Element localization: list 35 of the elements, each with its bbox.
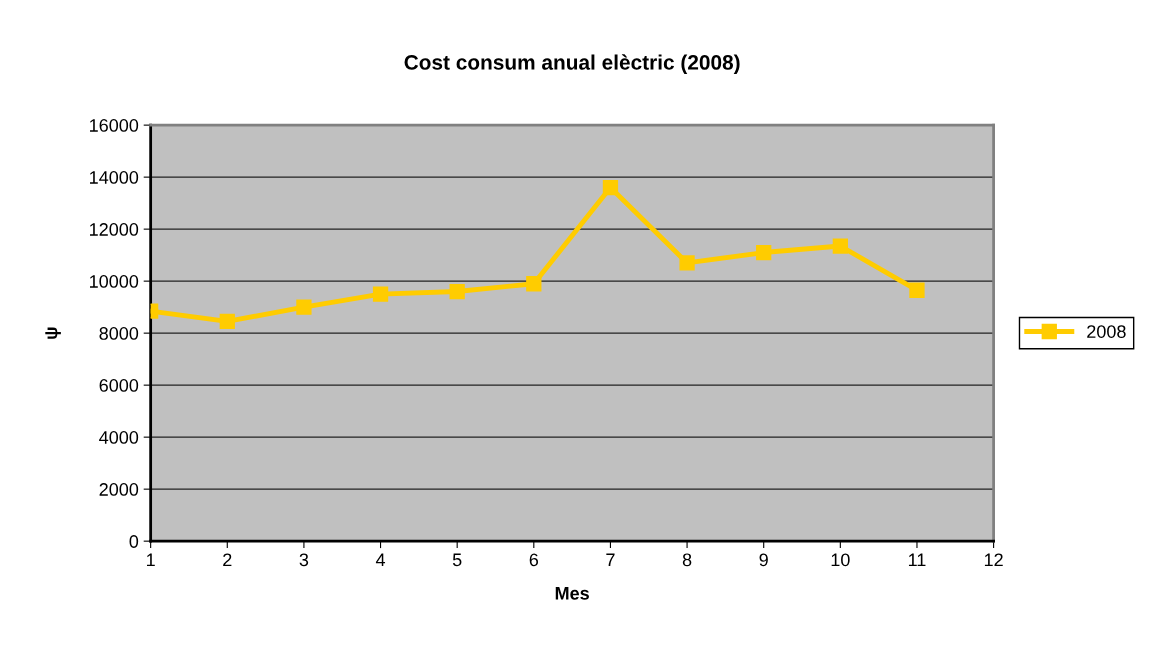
- y-tick-label: 0: [129, 535, 139, 548]
- point: [449, 283, 465, 300]
- y-tick-label: 8000: [99, 327, 139, 340]
- x-tick-label: 1: [147, 553, 155, 567]
- x-tick-label: 2: [223, 553, 232, 567]
- legend-label: 2008: [1087, 325, 1126, 338]
- y-tick-label: 10000: [90, 275, 139, 288]
- point: [526, 276, 542, 292]
- x-tick-label: 5: [452, 553, 462, 567]
- x-tick-label: 12: [984, 553, 1003, 567]
- x-tick-label: 11: [908, 553, 926, 567]
- x-tick-label: 4: [375, 553, 386, 567]
- y-tick-label: 14000: [90, 171, 139, 184]
- x-tick-label: 9: [759, 553, 768, 567]
- y-tick-label: 12000: [90, 223, 139, 236]
- chart-title: Cost consum anual elèctric (2008): [404, 54, 740, 74]
- point: [602, 179, 619, 196]
- point: [909, 282, 925, 298]
- point: [372, 286, 389, 302]
- point: [679, 255, 695, 271]
- y-tick-label: 6000: [99, 379, 139, 392]
- point: [832, 238, 848, 254]
- x-tick-label: 8: [682, 553, 692, 567]
- x-tick-label: 6: [529, 553, 539, 567]
- x-tick-label: 3: [299, 553, 309, 567]
- point: [756, 244, 772, 261]
- y-axis-title: ψ: [45, 327, 61, 339]
- x-tick-label: 7: [606, 553, 615, 567]
- y-tick-label: 2000: [99, 483, 139, 496]
- y-tick-label: 16000: [90, 119, 139, 132]
- y-tick-label: 4000: [99, 431, 139, 444]
- point: [296, 299, 312, 315]
- x-tick-label: 10: [831, 553, 850, 567]
- x-axis-title: Mes: [555, 587, 589, 600]
- point: [219, 313, 235, 330]
